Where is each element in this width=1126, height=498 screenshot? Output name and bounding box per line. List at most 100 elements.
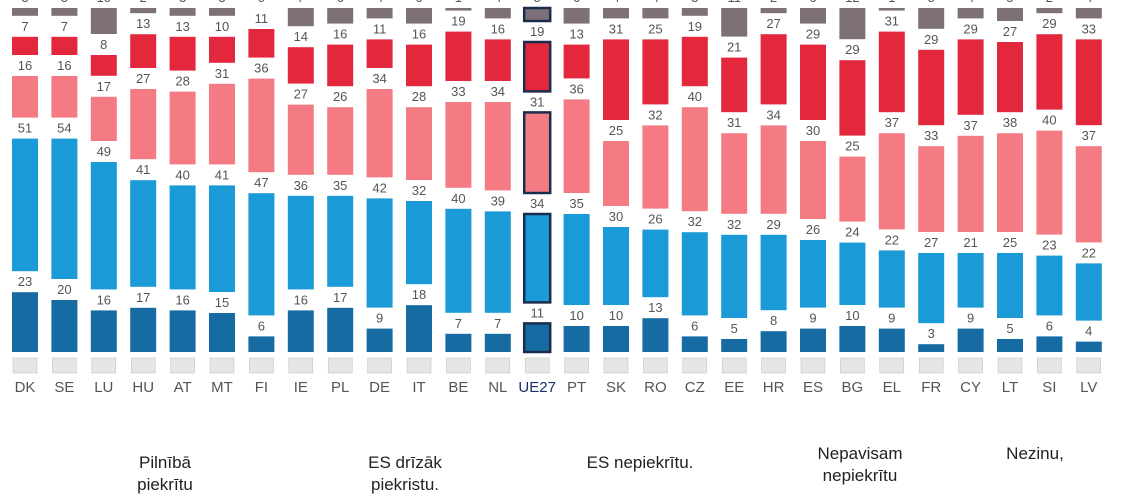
bar-segment	[957, 135, 984, 232]
data-label: 7	[297, 0, 304, 5]
data-label: 29	[963, 21, 977, 36]
data-label: 6	[415, 0, 422, 5]
bar-segment	[522, 6, 552, 23]
data-label: 6	[691, 318, 698, 333]
data-label: 29	[766, 217, 780, 232]
bar-segment	[287, 104, 314, 175]
data-label: 6	[1046, 318, 1053, 333]
data-label: 3	[218, 0, 225, 5]
bar-segment	[327, 307, 354, 352]
flag	[643, 357, 668, 374]
data-label: 33	[1082, 21, 1096, 36]
data-label: 13	[648, 300, 662, 315]
data-label: 19	[530, 24, 544, 39]
bar-segment	[918, 8, 945, 29]
data-label: 36	[254, 61, 268, 76]
data-label: 4	[376, 0, 383, 5]
bar-segment	[51, 138, 78, 279]
data-label: 16	[18, 58, 32, 73]
bar-segment	[997, 133, 1023, 232]
data-label: 9	[809, 311, 816, 326]
bar-segment	[12, 76, 38, 118]
bar-segment	[406, 201, 432, 285]
data-label: 31	[727, 115, 741, 130]
data-label: 25	[1003, 235, 1017, 250]
data-label: 25	[648, 21, 662, 36]
bar-segment	[721, 234, 748, 318]
flag	[249, 357, 274, 374]
data-label: 32	[727, 217, 741, 232]
bar-segment	[51, 36, 78, 55]
bar-segment	[681, 336, 708, 352]
x-tick-label: FR	[921, 379, 941, 396]
flag	[288, 357, 314, 374]
data-label: 4	[1085, 324, 1092, 339]
x-tick-label: FI	[255, 379, 268, 396]
bar-segment	[484, 39, 511, 81]
x-tick-label: MT	[211, 379, 233, 396]
bar-segment	[130, 180, 157, 287]
data-label: 4	[612, 0, 619, 5]
data-label: 16	[57, 58, 71, 73]
data-label: 10	[609, 308, 623, 323]
bar-segment	[169, 91, 196, 165]
bar-segment	[209, 313, 235, 352]
data-label: 17	[333, 290, 347, 305]
x-tick-label: LU	[94, 379, 113, 396]
bar-segment	[681, 232, 708, 316]
data-label: 17	[136, 290, 150, 305]
bar-segment	[721, 339, 748, 352]
data-label: 10	[97, 0, 111, 5]
bar-segment	[406, 107, 432, 180]
data-label: 16	[97, 292, 111, 307]
bar-segment	[130, 8, 157, 14]
data-label: 4	[967, 0, 974, 5]
x-tick-label: HR	[763, 379, 785, 396]
data-label: 11	[373, 21, 387, 36]
data-label: 24	[845, 225, 859, 240]
data-label: 5	[534, 0, 541, 5]
data-label: 27	[294, 87, 308, 102]
data-label: 15	[215, 295, 229, 310]
flag	[406, 357, 432, 374]
bar-segment	[366, 8, 393, 19]
bar-segment	[445, 102, 472, 188]
bar-segment	[406, 44, 432, 87]
bar-segment	[918, 344, 945, 352]
x-tick-label: AT	[174, 379, 192, 396]
data-label: 34	[372, 71, 386, 86]
data-label: 21	[727, 40, 741, 55]
bar-segment	[327, 195, 354, 287]
data-label: 40	[688, 89, 702, 104]
bar-segment	[642, 8, 669, 19]
bar-segment	[878, 328, 905, 352]
data-label: 16	[175, 292, 189, 307]
data-label: 7	[21, 19, 28, 34]
data-label: 47	[254, 175, 268, 190]
data-label: 4	[1085, 0, 1092, 5]
bar-segment	[522, 111, 552, 195]
x-tick-label: ES	[803, 379, 823, 396]
data-label: 8	[770, 313, 777, 328]
bar-segment	[287, 47, 314, 84]
bar-segment	[878, 250, 905, 308]
bar-segment	[957, 253, 984, 308]
data-label: 34	[766, 107, 780, 122]
bar-segment	[642, 125, 669, 209]
data-label: 26	[333, 89, 347, 104]
data-label: 2	[1046, 0, 1053, 5]
data-label: 9	[376, 311, 383, 326]
bar-segment	[721, 133, 748, 214]
bar-segment	[1036, 255, 1063, 316]
bar-segment	[169, 185, 196, 290]
data-label: 49	[97, 144, 111, 159]
x-tick-label: IE	[294, 379, 308, 396]
flag	[721, 357, 747, 374]
bar-segment	[1036, 8, 1063, 14]
bar-segment	[90, 162, 117, 290]
data-label: 40	[451, 191, 465, 206]
flag	[1076, 357, 1102, 374]
x-tick-label: EL	[883, 379, 901, 396]
data-label: 7	[494, 316, 501, 331]
data-label: 7	[61, 19, 68, 34]
